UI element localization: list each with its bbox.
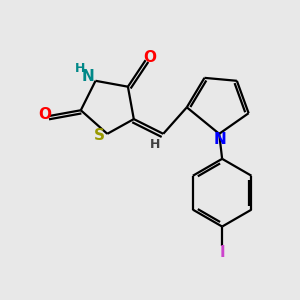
Text: N: N — [82, 69, 94, 84]
Text: I: I — [219, 245, 225, 260]
Text: H: H — [150, 138, 160, 151]
Text: N: N — [213, 132, 226, 147]
Text: H: H — [75, 62, 86, 75]
Text: S: S — [94, 128, 105, 143]
Text: O: O — [38, 107, 51, 122]
Text: O: O — [143, 50, 157, 65]
